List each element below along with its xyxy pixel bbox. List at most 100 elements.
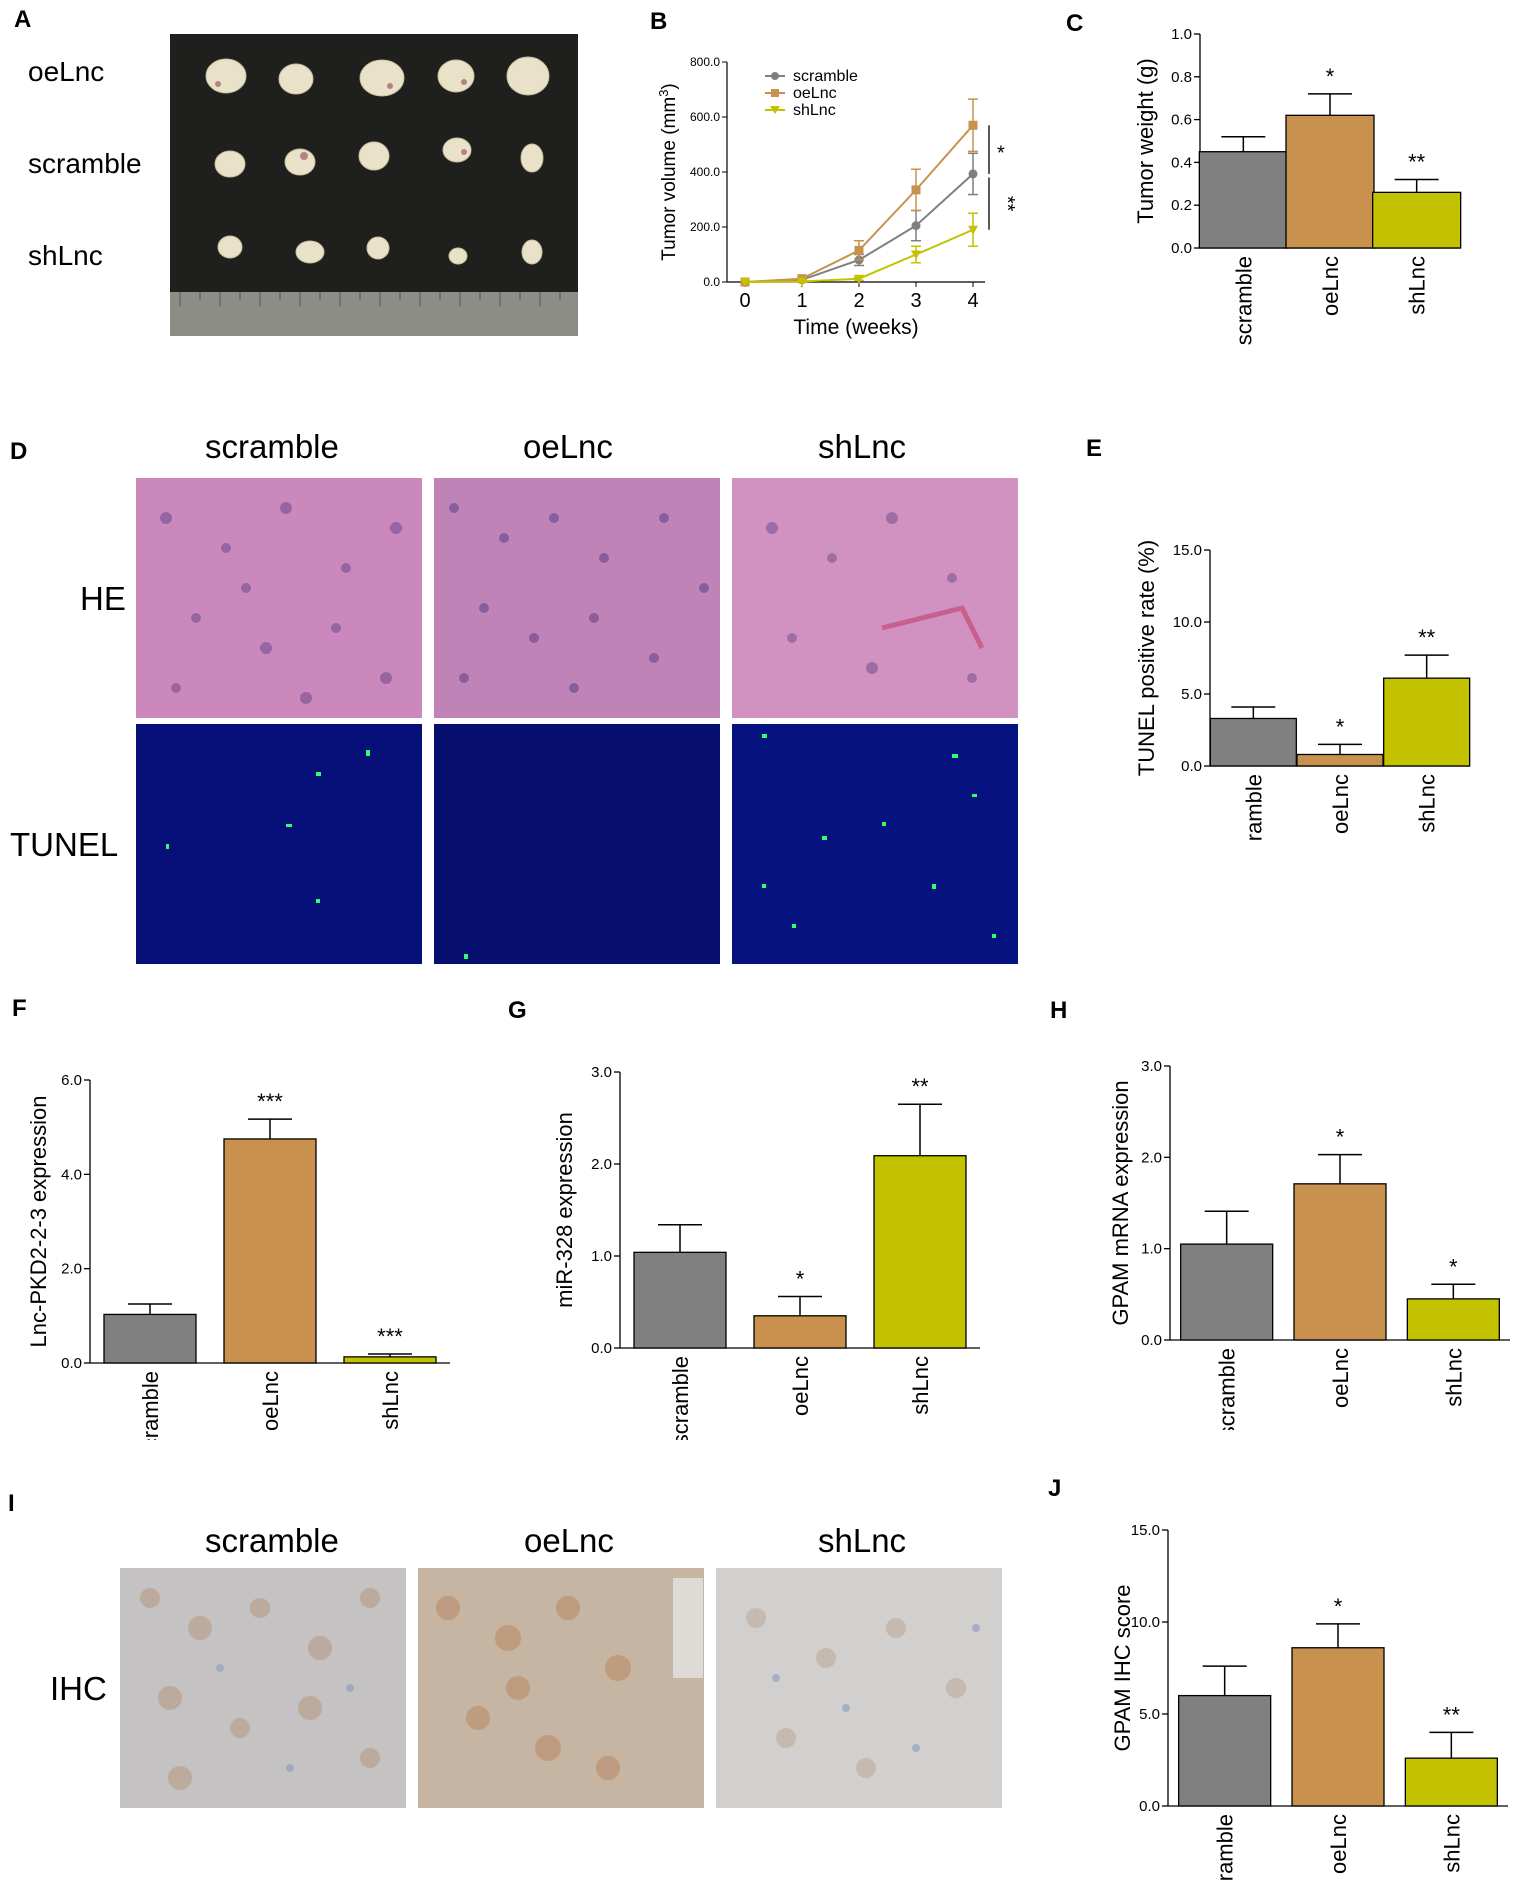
panel-letter-e: E [1086,435,1103,462]
y-tick-label: 2.0 [1141,1149,1162,1166]
x-tick-label: 1 [796,290,807,312]
y-tick-label: 4.0 [61,1166,82,1183]
y-tick-label: 1.0 [591,1248,612,1265]
data-point-oeLnc [854,245,864,255]
significance-label: * [1336,714,1345,739]
significance-label: * [796,1266,805,1291]
legend-marker-scramble [771,72,779,80]
x-tick-label: oeLnc [1328,1348,1353,1408]
significance-label: *** [257,1089,283,1114]
col-label-d-oelnc: oeLnc [523,428,613,465]
y-tick-label: 5.0 [1139,1706,1160,1723]
y-tick-label: 2.0 [591,1156,612,1173]
x-axis-label: Time (weeks) [793,316,918,339]
y-tick-label: 0.0 [591,1340,612,1357]
x-tick-label: 4 [967,290,978,312]
y-tick-label: 0.2 [1171,197,1192,214]
col-label-i-scramble: scramble [205,1522,339,1559]
tunel-image-shlnc [732,724,1018,964]
bar-shLnc [1383,677,1471,767]
data-point-scramble [968,169,978,179]
chart-c-tumor-weight: 0.0 0.2 0.4 0.6 0.8 1.0 Tumor weight (g) scramb… [1133,26,1462,345]
data-point-oeLnc [968,120,978,130]
legend-label-shLnc: shLnc [793,102,836,119]
panel-letter-j: J [1048,1475,1062,1502]
y-tick-label: 3.0 [1141,1058,1162,1075]
bar-scramble [1209,717,1297,767]
chart-j-gpam-ihc: 0.0 5.0 10.0 15.0 GPAM IHC score scramble * oeL… [1110,1522,1508,1880]
data-point-oeLnc [911,185,921,195]
data-point-shLnc [797,277,807,287]
row-label-tunel: TUNEL [10,826,119,863]
x-tick-label: shLnc [1405,256,1430,315]
data-point-shLnc [911,250,921,260]
chart-e-tunel-rate: 0.0 5.0 10.0 15.0 TUNEL positive rate (%) scr… [1134,540,1471,840]
y-tick-label: 200.0 [690,220,720,234]
y-tick-label: 15.0 [1131,1522,1160,1539]
significance-label: * [1449,1254,1458,1279]
legend-marker-oeLnc [771,89,779,97]
he-image-oelnc [434,478,720,718]
ihc-image-shlnc [716,1568,1002,1808]
y-tick-label: 6.0 [61,1072,82,1089]
y-axis-label: Tumor weight (g) [1133,58,1158,223]
x-tick-label: oeLnc [1326,1814,1351,1874]
row-label-scramble: scramble [28,148,142,179]
y-tick-label: 10.0 [1131,1614,1160,1631]
panel-letter-a: A [14,6,32,33]
y-tick-label: 5.0 [1181,686,1202,703]
y-tick-label: 1.0 [1171,26,1192,43]
bar-oeLnc [1296,753,1384,767]
x-tick-label: oeLnc [1328,774,1353,834]
chart-h-gpam-mrna: 0.0 1.0 2.0 3.0 GPAM mRNA expression scramble… [1108,1058,1510,1430]
panel-letter-b: B [650,8,668,35]
row-label-shlnc: shLnc [28,240,103,271]
y-tick-label: 800.0 [690,55,720,69]
data-point-shLnc [854,274,864,284]
bar-shLnc [1372,191,1462,249]
chart-b-tumor-volume: 0.0 200.0 400.0 600.0 800.0 0 1 2 3 4 Time (weeks)… [656,55,1019,339]
y-axis-label: Tumor volume (mm3) [656,83,681,261]
panel-letter-c: C [1066,10,1084,37]
bar-shLnc [1406,1298,1500,1341]
bar-oeLnc [223,1138,317,1364]
col-label-i-shlnc: shLnc [818,1522,907,1559]
y-tick-label: 3.0 [591,1064,612,1081]
bar-scramble [633,1251,727,1349]
ihc-image-scramble [120,1568,406,1808]
row-label-he: HE [80,580,126,617]
y-axis-label: Lnc-PKD2-2-3 expression [26,1096,51,1348]
col-label-d-scramble: scramble [205,428,339,465]
bar-scramble [1178,1694,1272,1807]
tumor-photo [170,34,578,336]
panel-letter-f: F [12,995,27,1022]
panel-letter-i: I [8,1490,15,1517]
x-tick-label: shLnc [1415,774,1440,833]
significance-label: ** [911,1074,929,1099]
tunel-image-scramble [136,724,422,964]
row-label-ihc: IHC [50,1670,107,1707]
y-tick-label: 0.0 [1139,1798,1160,1815]
x-tick-label: 3 [910,290,921,312]
he-image-shlnc [732,478,1018,718]
significance-label: ** [996,196,1018,212]
x-tick-label: 0 [739,290,750,312]
x-tick-label: scramble [1215,1348,1240,1430]
x-tick-label: oeLnc [788,1356,813,1416]
legend-marker-shLnc [770,106,780,114]
bar-scramble [103,1313,197,1364]
significance-label: * [1334,1594,1343,1619]
data-point-shLnc [740,278,750,287]
significance-label: ** [1418,625,1436,650]
bar-scramble [1180,1243,1274,1341]
panel-letter-d: D [10,438,28,465]
y-axis-label: TUNEL positive rate (%) [1134,540,1159,776]
legend-label-oeLnc: oeLnc [793,85,837,102]
y-tick-label: 10.0 [1173,614,1202,631]
x-tick-label: shLnc [378,1371,403,1430]
x-tick-label: scramble [138,1371,163,1440]
x-tick-label: shLnc [908,1356,933,1415]
y-tick-label: 2.0 [61,1261,82,1278]
y-tick-label: 0.8 [1171,69,1192,86]
row-label-oelnc: oeLnc [28,56,105,87]
